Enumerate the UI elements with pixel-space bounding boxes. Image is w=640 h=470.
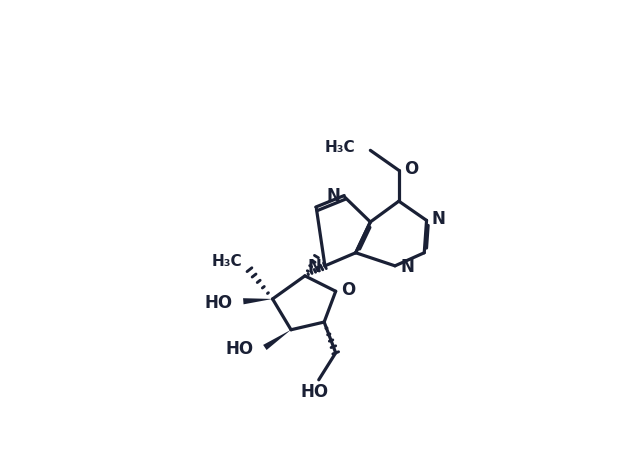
Text: HO: HO [204, 294, 232, 312]
Text: N: N [307, 258, 321, 276]
Text: N: N [432, 210, 446, 228]
Text: HO: HO [301, 383, 329, 401]
Text: HO: HO [226, 340, 254, 358]
Text: N: N [326, 187, 340, 205]
Polygon shape [263, 330, 291, 350]
Text: N: N [401, 258, 414, 276]
Polygon shape [243, 298, 273, 305]
Text: O: O [341, 281, 355, 299]
Text: O: O [404, 160, 419, 178]
Text: H₃C: H₃C [324, 140, 355, 155]
Text: H₃C: H₃C [211, 254, 242, 269]
